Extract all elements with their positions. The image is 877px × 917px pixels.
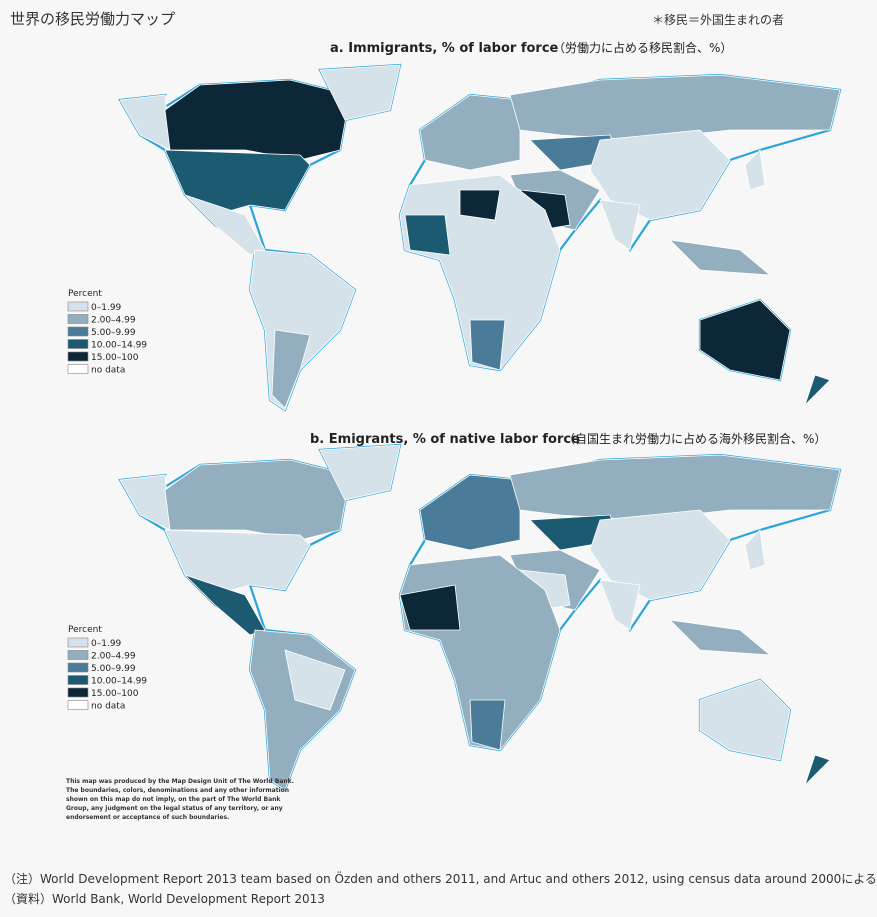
legend-swatch <box>67 364 89 374</box>
legend-swatch <box>67 650 89 660</box>
india <box>599 199 641 251</box>
map-title: b. Emigrants, % of native labor force <box>310 432 580 447</box>
map-subtitle: （自国生まれ労働力に占める海外移民割合、%） <box>563 431 826 446</box>
china <box>589 129 731 221</box>
canada <box>164 79 351 161</box>
definition-note: ＊移民＝外国生まれの者 <box>652 13 784 27</box>
new-zealand <box>804 754 831 786</box>
legend-swatch <box>67 662 89 673</box>
legend-label: 10.00–14.99 <box>91 677 147 687</box>
legend-swatch <box>67 339 89 349</box>
disclaimer-line: endorsement or acceptance of such bounda… <box>66 814 229 821</box>
greenland <box>319 444 401 501</box>
page-title: 世界の移民労働力マップ <box>10 10 175 28</box>
legend-label: no data <box>91 366 125 376</box>
legend-label: 2.00–4.99 <box>91 316 136 326</box>
europe <box>419 94 521 171</box>
west-africa <box>404 214 451 256</box>
legend-label: 2.00–4.99 <box>91 652 136 662</box>
russia <box>509 74 841 141</box>
brazil <box>284 649 346 711</box>
disclaimer-line: Group, any judgment on the legal status … <box>66 805 283 812</box>
legend-swatch <box>67 687 89 698</box>
legend: Percent 0–1.99 2.00–4.99 5.00–9.99 10.00–14.… <box>67 625 147 712</box>
libya <box>459 189 501 221</box>
australia <box>699 679 791 761</box>
legend-label: no data <box>91 702 125 712</box>
legend-label: 15.00–100 <box>91 689 139 699</box>
legend-title: Percent <box>68 625 102 635</box>
legend-title: Percent <box>68 289 102 299</box>
japan <box>744 149 766 191</box>
new-zealand <box>804 374 831 406</box>
alaska <box>119 94 171 151</box>
legend-label: 0–1.99 <box>91 303 122 313</box>
world-map-immigrants <box>118 63 842 412</box>
russia <box>509 454 841 521</box>
legend-swatch <box>67 326 89 337</box>
legend-swatch <box>67 301 89 312</box>
map-title: a. Immigrants, % of labor force <box>330 41 559 56</box>
legend-swatch <box>67 700 89 710</box>
disclaimer-line: This map was produced by the Map Design … <box>66 778 294 785</box>
legend-swatch <box>67 314 89 324</box>
southern-africa <box>469 319 506 371</box>
legend-label: 0–1.99 <box>91 639 122 649</box>
legend-swatch <box>67 675 89 685</box>
legend-label: 15.00–100 <box>91 353 139 363</box>
greenland <box>319 64 401 121</box>
legend: Percent 0–1.99 2.00–4.99 5.00–9.99 10.00–14.… <box>67 289 147 376</box>
disclaimer-line: shown on this map do not imply, on the p… <box>66 796 281 803</box>
south-america <box>249 249 356 411</box>
legend-swatch <box>67 351 89 362</box>
argentina <box>271 329 311 409</box>
world-map-emigrants <box>118 443 842 792</box>
india <box>599 579 641 631</box>
canada <box>164 459 351 541</box>
source-note: （資料）World Bank, World Development Report… <box>4 892 325 906</box>
china <box>589 509 731 601</box>
australia <box>699 299 791 381</box>
legend-label: 5.00–9.99 <box>91 328 136 338</box>
legend-label: 10.00–14.99 <box>91 341 147 351</box>
japan <box>744 529 766 571</box>
southeast-asia <box>668 239 772 276</box>
west-africa <box>399 584 461 631</box>
europe <box>419 474 521 551</box>
southern-africa <box>469 699 506 751</box>
legend-swatch <box>67 637 89 648</box>
legend-label: 5.00–9.99 <box>91 664 136 674</box>
map-subtitle: （労働力に占める移民割合、%） <box>553 40 732 55</box>
disclaimer-line: The boundaries, colors, denominations an… <box>66 787 289 794</box>
source-note: （注）World Development Report 2013 team ba… <box>4 870 877 886</box>
southeast-asia <box>668 619 772 656</box>
south-america <box>249 629 356 791</box>
disclaimer: This map was produced by the Map Design … <box>66 778 294 821</box>
alaska <box>119 474 171 531</box>
